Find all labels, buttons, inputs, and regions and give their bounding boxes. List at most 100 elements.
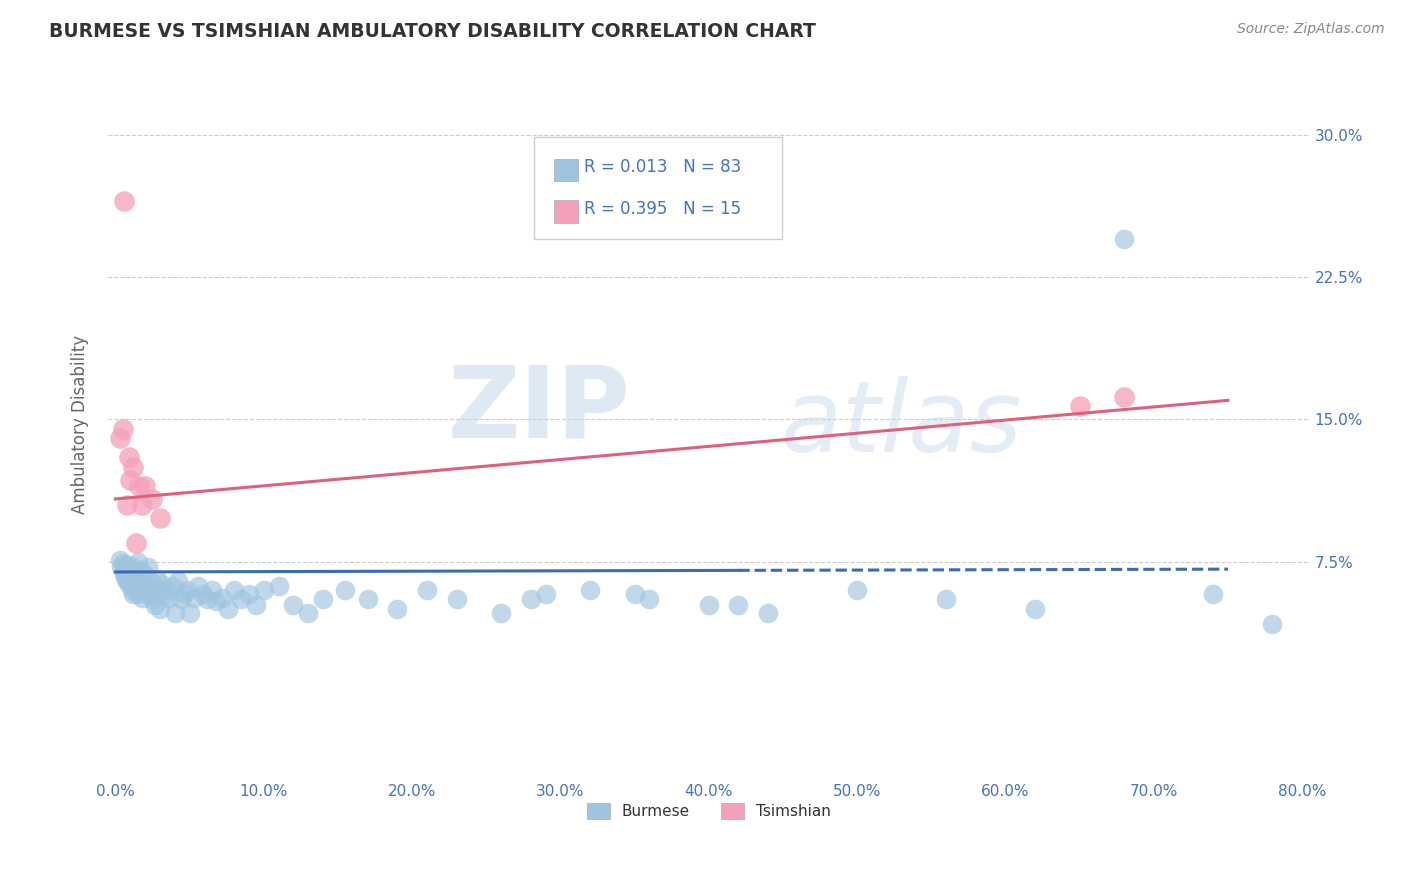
- Point: [135, 582, 157, 597]
- Point: [416, 582, 439, 597]
- Point: [201, 582, 224, 597]
- Point: [238, 587, 260, 601]
- Point: [160, 579, 183, 593]
- Point: [163, 606, 186, 620]
- Point: [124, 574, 146, 588]
- Text: atlas: atlas: [780, 376, 1022, 473]
- Point: [231, 592, 253, 607]
- Point: [446, 592, 468, 607]
- Point: [489, 606, 512, 620]
- Point: [267, 579, 290, 593]
- Point: [132, 579, 155, 593]
- Point: [166, 574, 188, 588]
- Point: [1069, 399, 1091, 413]
- Point: [145, 598, 167, 612]
- Point: [146, 572, 169, 586]
- Point: [283, 598, 305, 612]
- Point: [1114, 390, 1136, 404]
- Point: [846, 582, 869, 597]
- Point: [297, 606, 319, 620]
- Point: [534, 587, 557, 601]
- Point: [205, 594, 228, 608]
- Point: [134, 567, 156, 582]
- Point: [356, 592, 378, 607]
- Point: [118, 564, 141, 578]
- Point: [125, 582, 148, 597]
- Point: [312, 592, 335, 607]
- Point: [129, 564, 152, 578]
- Point: [114, 560, 136, 574]
- Point: [108, 552, 131, 566]
- Point: [1114, 232, 1136, 246]
- Point: [179, 606, 201, 620]
- Point: [134, 478, 156, 492]
- Point: [108, 431, 131, 445]
- Point: [131, 498, 153, 512]
- Point: [756, 606, 779, 620]
- Text: ZIP: ZIP: [447, 361, 631, 458]
- Point: [1202, 587, 1225, 601]
- Point: [176, 582, 198, 597]
- Point: [122, 459, 145, 474]
- Point: [125, 535, 148, 549]
- Point: [155, 582, 177, 597]
- Point: [139, 575, 162, 590]
- Point: [579, 582, 602, 597]
- Point: [120, 575, 142, 590]
- Point: [138, 587, 160, 601]
- Text: R = 0.395   N = 15: R = 0.395 N = 15: [585, 200, 741, 218]
- Point: [110, 560, 132, 574]
- Point: [111, 557, 134, 571]
- Point: [112, 567, 135, 582]
- Point: [195, 592, 218, 607]
- Point: [122, 587, 145, 601]
- Point: [128, 579, 150, 593]
- Point: [118, 450, 141, 465]
- Point: [111, 422, 134, 436]
- Point: [170, 592, 193, 607]
- Point: [117, 558, 139, 573]
- Text: Source: ZipAtlas.com: Source: ZipAtlas.com: [1237, 22, 1385, 37]
- Point: [191, 587, 214, 601]
- Point: [127, 555, 149, 569]
- Point: [638, 592, 661, 607]
- Point: [150, 577, 173, 591]
- Point: [127, 587, 149, 601]
- Point: [149, 602, 172, 616]
- Point: [117, 498, 139, 512]
- Point: [519, 592, 541, 607]
- Point: [136, 560, 159, 574]
- Point: [114, 572, 136, 586]
- Point: [173, 587, 195, 601]
- Point: [187, 579, 209, 593]
- Point: [387, 602, 409, 616]
- Point: [143, 582, 166, 597]
- Point: [141, 491, 163, 506]
- Point: [128, 478, 150, 492]
- Point: [935, 592, 957, 607]
- Y-axis label: Ambulatory Disability: Ambulatory Disability: [72, 334, 89, 514]
- Point: [112, 564, 135, 578]
- Legend: Burmese, Tsimshian: Burmese, Tsimshian: [581, 797, 837, 825]
- Point: [120, 473, 142, 487]
- Point: [245, 598, 267, 612]
- Text: BURMESE VS TSIMSHIAN AMBULATORY DISABILITY CORRELATION CHART: BURMESE VS TSIMSHIAN AMBULATORY DISABILI…: [49, 22, 815, 41]
- Point: [131, 591, 153, 605]
- Point: [1024, 602, 1046, 616]
- Point: [118, 577, 141, 591]
- Point: [141, 592, 163, 607]
- Point: [120, 562, 142, 576]
- Point: [335, 582, 357, 597]
- Point: [121, 582, 143, 597]
- Point: [1261, 617, 1284, 632]
- Point: [149, 511, 172, 525]
- Point: [183, 591, 205, 605]
- Point: [727, 598, 749, 612]
- Point: [157, 591, 180, 605]
- Point: [623, 587, 645, 601]
- Point: [152, 589, 174, 603]
- Point: [117, 574, 139, 588]
- Point: [217, 602, 239, 616]
- Point: [122, 560, 145, 574]
- Point: [211, 591, 233, 605]
